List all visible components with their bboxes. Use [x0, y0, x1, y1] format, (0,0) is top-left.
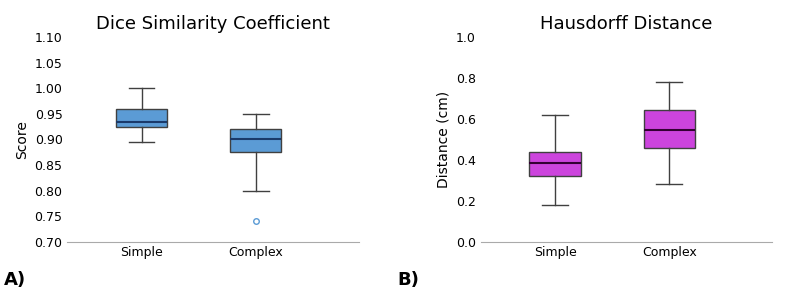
Text: B): B) [397, 271, 419, 289]
PathPatch shape [116, 109, 168, 127]
PathPatch shape [530, 152, 581, 176]
Y-axis label: Distance (cm): Distance (cm) [437, 91, 450, 188]
PathPatch shape [230, 129, 282, 152]
PathPatch shape [644, 110, 695, 148]
Text: A): A) [4, 271, 26, 289]
Title: Dice Similarity Coefficient: Dice Similarity Coefficient [96, 15, 330, 33]
Y-axis label: Score: Score [15, 120, 29, 159]
Title: Hausdorff Distance: Hausdorff Distance [540, 15, 712, 33]
